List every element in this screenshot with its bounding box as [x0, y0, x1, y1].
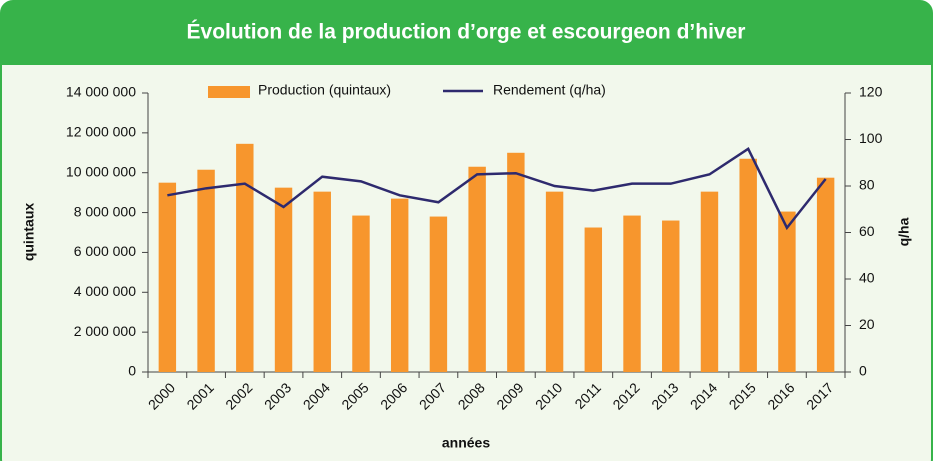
bar — [778, 211, 796, 372]
header — [1, 1, 932, 65]
y2-tick-label: 100 — [859, 130, 883, 146]
y2-tick-label: 20 — [859, 316, 875, 332]
bar — [662, 220, 680, 372]
y-tick-label: 10 000 000 — [66, 163, 136, 179]
y-axis-label: quintaux — [21, 203, 37, 262]
bar — [158, 182, 177, 372]
y-tick-label: 2 000 000 — [74, 323, 136, 339]
y-tick-label: 8 000 000 — [74, 203, 136, 219]
bar — [390, 198, 409, 372]
y-tick-label: 0 — [128, 363, 136, 379]
y2-axis-label: q/ha — [896, 217, 912, 246]
bar — [584, 227, 603, 372]
bar — [816, 177, 835, 372]
bar — [700, 191, 719, 372]
chart-title: Évolution de la production d’orge et esc… — [187, 21, 746, 44]
bar — [545, 191, 564, 372]
bar — [236, 143, 254, 372]
bar — [274, 187, 293, 372]
bar — [468, 166, 486, 372]
y2-tick-label: 0 — [859, 363, 867, 379]
bar — [507, 152, 525, 372]
legend-label: Rendement (q/ha) — [493, 82, 606, 98]
legend-swatch — [208, 86, 250, 98]
bar — [352, 215, 370, 372]
legend-label: Production (quintaux) — [258, 82, 391, 98]
y2-tick-label: 60 — [859, 223, 875, 239]
x-axis-label: années — [442, 435, 490, 451]
bar — [313, 191, 331, 372]
bar — [197, 169, 215, 372]
y-tick-label: 4 000 000 — [74, 283, 136, 299]
y2-tick-label: 80 — [859, 177, 875, 193]
bar — [739, 158, 757, 372]
y-tick-label: 12 000 000 — [66, 124, 136, 140]
bar — [623, 215, 641, 372]
y2-tick-label: 40 — [859, 270, 875, 286]
line — [167, 146, 827, 231]
y-tick-label: 14 000 000 — [66, 84, 136, 100]
y2-tick-label: 120 — [859, 84, 883, 100]
y-tick-label: 6 000 000 — [74, 243, 136, 259]
bar — [429, 216, 448, 372]
